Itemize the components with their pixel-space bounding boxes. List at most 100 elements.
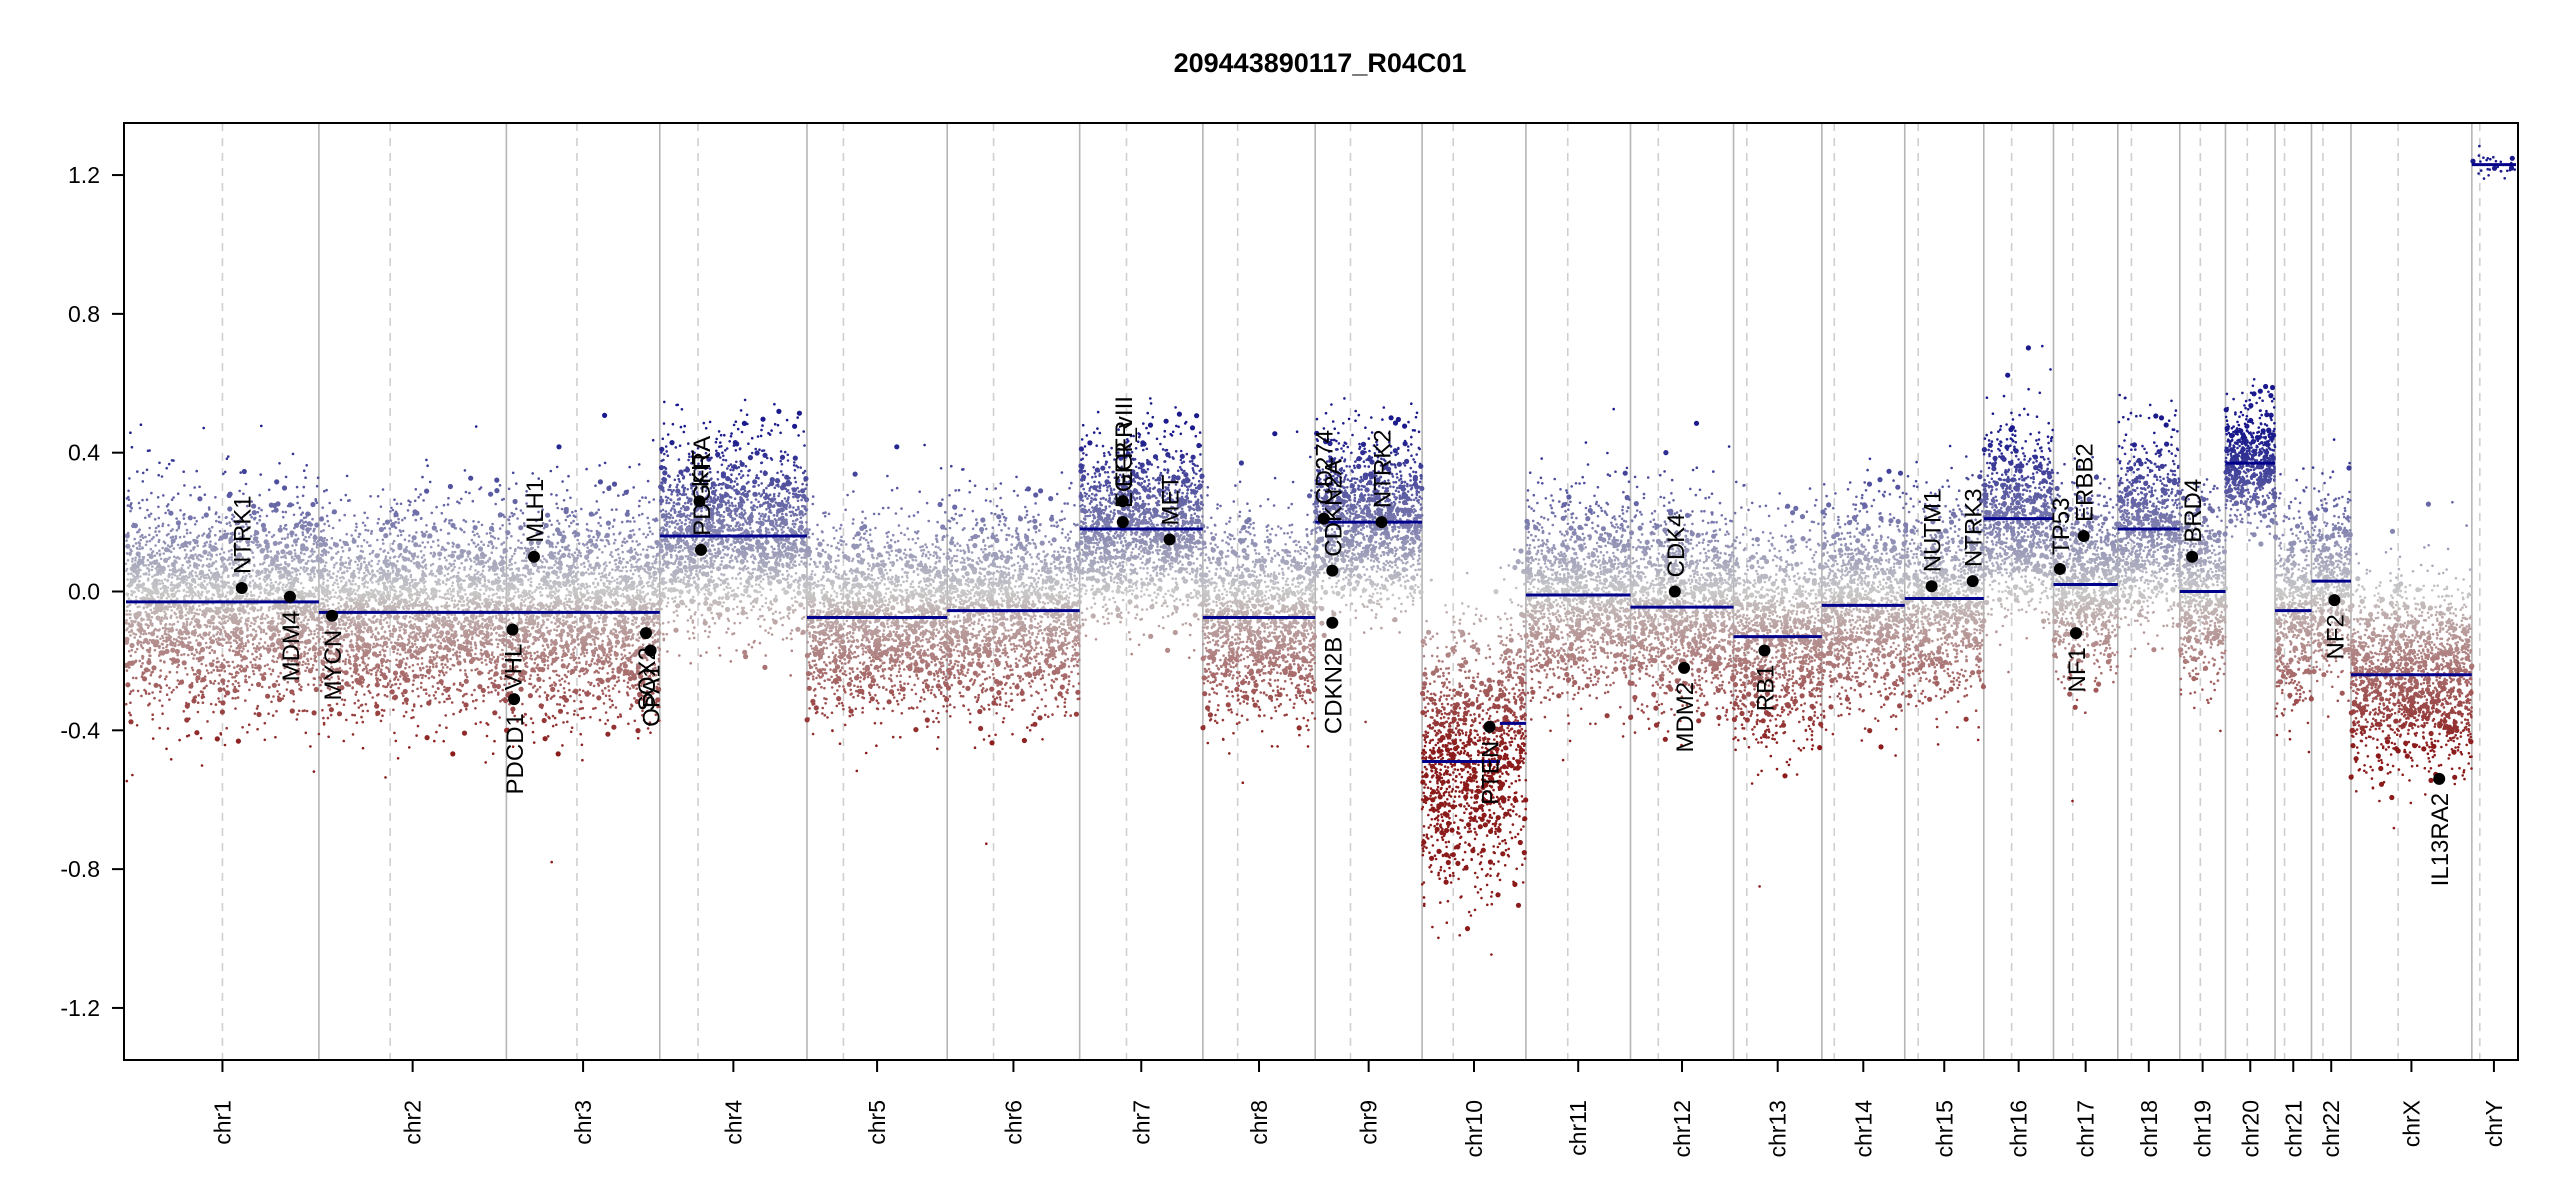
probe-point <box>307 627 310 630</box>
probe-point <box>200 663 203 666</box>
probe-point <box>193 615 196 618</box>
probe-point <box>307 521 312 526</box>
probe-point <box>286 536 289 539</box>
probe-point <box>295 578 298 581</box>
probe-point <box>150 674 153 677</box>
probe-point <box>148 632 151 635</box>
probe-point <box>135 677 138 680</box>
probe-point <box>126 578 129 581</box>
probe-point <box>249 661 252 664</box>
probe-point <box>208 563 211 566</box>
probe-point <box>218 516 221 519</box>
probe-point <box>238 685 241 688</box>
probe-point <box>196 545 199 548</box>
probe-point <box>216 657 219 660</box>
probe-point <box>257 574 260 577</box>
probe-point <box>150 548 153 551</box>
probe-point <box>284 537 287 540</box>
probe-point <box>207 598 210 601</box>
probe-point <box>248 689 251 692</box>
probe-point <box>232 661 235 664</box>
probe-point <box>278 527 283 532</box>
probe-point <box>215 638 218 641</box>
probe-point <box>302 528 305 531</box>
probe-point <box>256 682 261 687</box>
probe-point <box>136 724 139 727</box>
probe-point <box>187 566 190 569</box>
probe-point <box>155 586 158 589</box>
probe-point <box>285 528 288 531</box>
probe-point <box>183 710 186 713</box>
probe-point <box>145 633 148 636</box>
probe-point <box>173 563 176 566</box>
probe-point <box>193 654 196 657</box>
probe-point <box>158 540 161 543</box>
probe-point <box>158 699 161 702</box>
probe-point <box>174 644 177 647</box>
probe-point <box>221 558 224 561</box>
probe-point <box>298 683 301 686</box>
probe-point <box>202 574 205 577</box>
probe-point <box>309 745 312 748</box>
probe-point <box>313 576 316 579</box>
probe-point <box>227 620 230 623</box>
probe-point <box>266 548 269 551</box>
probe-point <box>201 555 204 558</box>
probe-point <box>170 581 173 584</box>
probe-point <box>156 566 159 569</box>
probe-point <box>191 667 194 670</box>
probe-point <box>183 517 186 520</box>
probe-point <box>311 553 314 556</box>
probe-point <box>195 520 198 523</box>
probe-point <box>259 563 262 566</box>
probe-point <box>125 544 130 549</box>
probe-point <box>273 541 278 546</box>
probe-point <box>209 652 212 655</box>
probe-point <box>302 495 305 498</box>
probe-point <box>228 648 231 651</box>
probe-point <box>183 653 186 656</box>
probe-point <box>198 486 201 489</box>
probe-point <box>269 636 272 639</box>
probe-point <box>270 701 273 704</box>
probe-point <box>280 549 285 554</box>
probe-point <box>304 476 307 479</box>
probe-point <box>305 521 308 524</box>
probe-point <box>146 469 149 472</box>
probe-point <box>172 496 175 499</box>
probe-point <box>138 502 141 505</box>
probe-point <box>132 677 135 680</box>
probe-point <box>158 530 161 533</box>
probe-point <box>138 556 141 559</box>
probe-point <box>295 544 298 547</box>
probe-point <box>300 566 303 569</box>
probe-point <box>266 663 269 666</box>
probe-point <box>157 496 160 499</box>
probe-point <box>179 680 184 685</box>
probe-point <box>188 605 191 608</box>
probe-point <box>302 710 305 713</box>
probe-point <box>270 673 273 676</box>
probe-point <box>255 630 258 633</box>
probe-point <box>307 683 310 686</box>
probe-point <box>151 718 154 721</box>
probe-point <box>256 712 261 717</box>
probe-point <box>238 613 241 616</box>
probe-point <box>144 536 147 539</box>
probe-point <box>136 648 139 651</box>
probe-point <box>221 548 224 551</box>
probe-point <box>131 774 134 777</box>
probe-point <box>151 569 154 572</box>
probe-point <box>136 606 139 609</box>
probe-point <box>154 518 157 521</box>
probe-point <box>184 667 187 670</box>
probe-point <box>164 627 167 630</box>
probe-point <box>214 680 217 683</box>
probe-point <box>151 691 154 694</box>
probe-point <box>161 525 164 528</box>
probe-point <box>313 677 316 680</box>
probe-point <box>163 611 166 614</box>
probe-point <box>299 507 302 510</box>
probe-point <box>151 552 154 555</box>
probe-point <box>256 707 259 710</box>
